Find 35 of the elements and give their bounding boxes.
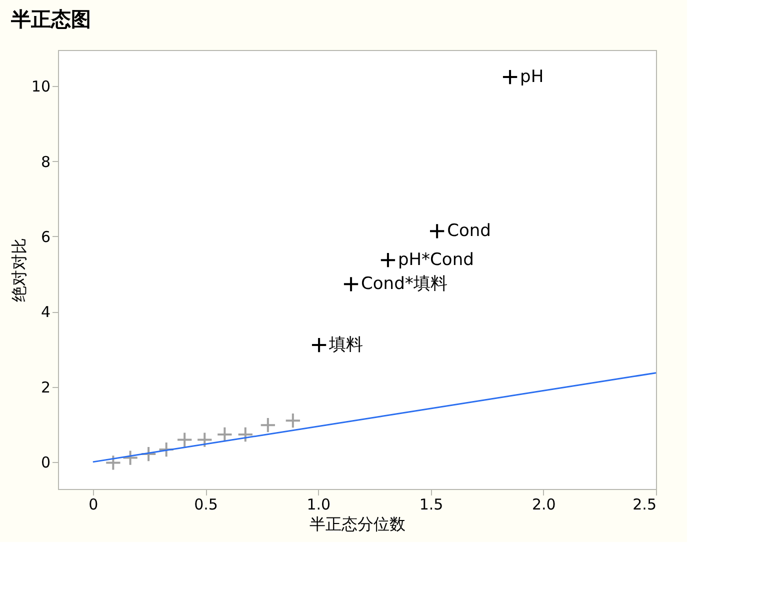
point xyxy=(158,441,174,458)
annotation: pH*Cond xyxy=(398,250,474,270)
point xyxy=(105,454,122,471)
y-tick-label: 4 xyxy=(40,303,50,322)
point xyxy=(380,252,396,268)
y-axis-title: 绝对对比 xyxy=(9,238,28,302)
annotation: pH xyxy=(520,67,544,88)
x-tick-label: 0.5 xyxy=(194,496,218,514)
annotation: Cond xyxy=(447,221,491,242)
point xyxy=(342,276,360,292)
point xyxy=(260,417,276,434)
point xyxy=(429,223,446,240)
point xyxy=(140,446,157,462)
point xyxy=(310,336,328,354)
y-tick-label: 8 xyxy=(40,152,50,171)
point xyxy=(216,426,233,443)
point xyxy=(176,432,193,448)
y-tick-label: 2 xyxy=(40,378,50,396)
x-tick-label: 0 xyxy=(88,496,98,514)
y-tick-label: 6 xyxy=(40,228,50,246)
point xyxy=(284,412,301,429)
annotation: Cond*填料 xyxy=(361,274,448,294)
point xyxy=(196,432,213,448)
point xyxy=(237,426,254,443)
annotation: 填料 xyxy=(328,335,364,356)
x-tick-label: 1.5 xyxy=(419,496,444,514)
x-tick-label: 1.0 xyxy=(306,496,331,514)
x-axis-title: 半正态分位数 xyxy=(310,514,406,534)
chart-title: 半正态图 xyxy=(10,7,91,31)
point xyxy=(502,68,518,86)
point xyxy=(122,450,138,466)
x-tick-label: 2.5 xyxy=(632,496,656,514)
y-tick-label: 0 xyxy=(40,453,50,472)
x-tick-label: 2.0 xyxy=(532,496,556,514)
y-tick-label: 10 xyxy=(31,78,50,96)
